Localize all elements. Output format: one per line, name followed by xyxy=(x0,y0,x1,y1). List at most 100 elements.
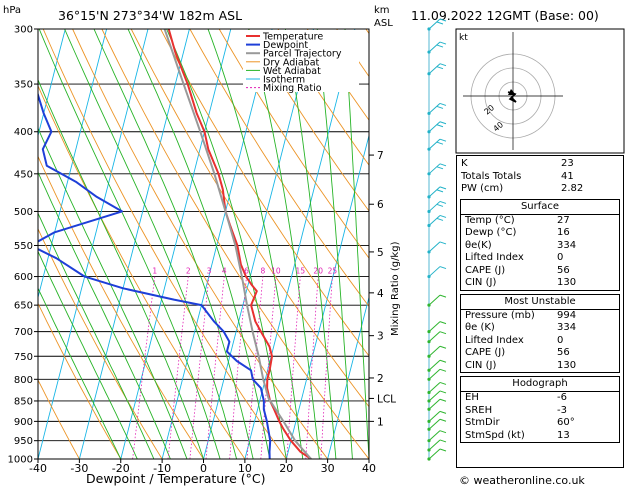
temperature-tick-label: 20 xyxy=(279,462,293,475)
dry-adiabat-line xyxy=(277,29,369,166)
hodograph-param-value: 60° xyxy=(557,417,575,428)
surface-value: 334 xyxy=(557,239,577,251)
temperature-tick-label: -30 xyxy=(70,462,88,475)
wind-barb-flag xyxy=(439,359,447,363)
hodograph-kt-label: kt xyxy=(459,33,468,43)
wind-barb-staff xyxy=(428,411,441,422)
hodograph-param-value: 13 xyxy=(557,429,570,441)
mixing-ratio-line xyxy=(286,276,301,459)
wind-barbs xyxy=(427,18,447,461)
wind-barb-staff xyxy=(428,345,441,357)
surface-row: CAPE (J) 56 xyxy=(461,265,619,278)
wind-barb-staff xyxy=(428,331,441,343)
surface-row: θe(K) 334 xyxy=(461,240,619,253)
wet-adiabat-line xyxy=(344,29,369,459)
legend-entry: Parcel Trajectory xyxy=(263,49,342,60)
wind-barb-staff xyxy=(428,382,441,393)
surface-value: 27 xyxy=(557,214,570,226)
altitude-tick-label: LCL xyxy=(377,393,396,405)
most-unstable-value: 0 xyxy=(557,334,564,346)
most-unstable-label: θe (K) xyxy=(465,322,495,333)
dry-adiabat-line xyxy=(38,155,204,459)
hodograph-param-row: SREH -3 xyxy=(461,405,619,418)
index-label: K xyxy=(461,158,468,169)
altitude-tick-label: 6 xyxy=(377,199,384,211)
mixing-ratio-axis-title: Mixing Ratio (g/kg) xyxy=(390,241,401,336)
stability-indices: K 23 Totals Totals 41 PW (cm) 2.82 xyxy=(457,158,623,196)
index-value: 2.82 xyxy=(561,183,584,194)
wind-barb-flag xyxy=(439,41,447,45)
surface-value: 130 xyxy=(557,277,577,288)
dewpoint-profile-line xyxy=(38,91,272,459)
temperature-tick-label: 0 xyxy=(200,462,207,475)
most-unstable-label: CIN (J) xyxy=(465,359,497,371)
altitude-tick-label: 4 xyxy=(377,288,384,300)
pressure-tick-label: 800 xyxy=(14,375,33,386)
mixing-ratio-value-label: 8 xyxy=(261,267,266,276)
hodograph-param-label: EH xyxy=(465,392,479,403)
mixing-ratio-value-label: 3 xyxy=(207,267,212,276)
legend-entry: Dry Adiabat xyxy=(263,57,320,68)
profile-lines xyxy=(38,29,312,459)
wet-adiabat-line xyxy=(207,29,304,459)
mixing-ratio-value-label: 25 xyxy=(328,267,338,276)
dry-adiabat-line xyxy=(101,29,369,459)
most-unstable-row: Pressure (mb) 994 xyxy=(461,310,619,323)
wet-adiabat-line xyxy=(284,29,337,459)
isotherm-line xyxy=(78,29,190,459)
wind-barb-staff xyxy=(428,368,441,380)
surface-label: Dewp (°C) xyxy=(465,227,517,238)
wind-barb-flag xyxy=(439,121,447,125)
wet-adiabat-line xyxy=(38,250,138,459)
surface-label: Temp (°C) xyxy=(465,214,515,226)
most-unstable-row: θe (K) 334 xyxy=(461,322,619,335)
km-label: km xyxy=(374,5,390,16)
surface-value: 0 xyxy=(557,252,564,263)
altitude-tick-label: 7 xyxy=(377,150,384,162)
dry-adiabat-line xyxy=(38,379,80,459)
sounding-datetime: 11.09.2022 12GMT (Base: 00) xyxy=(411,8,599,23)
wind-barb-staff xyxy=(428,63,441,75)
storm-motion-marker xyxy=(508,89,516,95)
temperature-profile-line xyxy=(167,29,312,459)
parcel-trajectory-profile-line xyxy=(163,29,312,459)
wind-barb-staff xyxy=(428,321,441,332)
wind-barb-flag xyxy=(439,418,447,422)
wind-barb-staff xyxy=(428,18,441,30)
pressure-tick-label: 300 xyxy=(14,25,33,36)
wind-barb-staff xyxy=(428,418,441,430)
hodograph-box: Hodograph EH -6 SREH -3 StmDir 60° StmSpd (kt)… xyxy=(460,376,620,443)
wind-barb-flag xyxy=(439,294,447,298)
pressure-axis: 300 350 400 450 500 550 600 650 700 750 800 850 900 9… xyxy=(8,25,38,466)
temperature-tick-label: -10 xyxy=(153,462,171,475)
isotherm-line xyxy=(203,29,314,459)
wind-barb-staff xyxy=(428,186,441,198)
most-unstable-row: CAPE (J) 56 xyxy=(461,347,619,360)
temperature-tick-label: 30 xyxy=(321,462,335,475)
wind-barb-flag xyxy=(439,381,447,385)
hodograph-param-row: StmDir 60° xyxy=(461,417,619,430)
wind-barb-flag xyxy=(439,214,447,218)
altitude-tick-label: 1 xyxy=(377,416,384,428)
wind-barb-flag xyxy=(436,21,444,25)
wind-barb-staff xyxy=(428,121,441,133)
surface-row: Lifted Index 0 xyxy=(461,252,619,265)
legend-entry: Mixing Ratio xyxy=(263,83,322,94)
most-unstable-value: 56 xyxy=(557,347,570,358)
index-label: PW (cm) xyxy=(461,183,504,194)
dry-adiabat-line xyxy=(248,29,369,212)
index-row: K 23 xyxy=(457,158,623,171)
index-label: Totals Totals xyxy=(461,170,522,182)
surface-label: CIN (J) xyxy=(465,277,497,288)
mixing-ratio-line xyxy=(189,276,210,459)
mixing-ratio-line xyxy=(132,276,156,459)
pressure-tick-label: 650 xyxy=(14,301,33,312)
legend-background xyxy=(243,30,359,92)
index-value: 41 xyxy=(561,170,574,182)
dry-adiabat-line xyxy=(38,227,163,459)
pressure-tick-label: 600 xyxy=(14,272,33,283)
wind-barb-flag xyxy=(439,410,447,414)
index-row: Totals Totals 41 xyxy=(457,171,623,184)
dry-adiabat-line xyxy=(160,29,369,357)
